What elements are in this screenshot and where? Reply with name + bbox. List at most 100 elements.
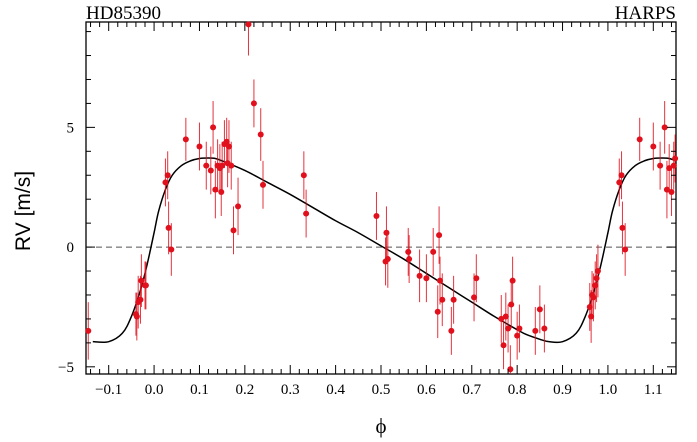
y-axis-label: RV [m/s] <box>12 171 35 251</box>
data-point <box>203 162 210 169</box>
data-point <box>133 313 140 320</box>
data-point <box>430 248 437 255</box>
data-point <box>196 143 203 150</box>
x-tick-label: 0.8 <box>508 382 527 398</box>
x-tick-label: 0.1 <box>190 382 209 398</box>
x-tick-label: 0.4 <box>326 382 345 398</box>
data-point <box>590 294 597 301</box>
data-point <box>162 179 169 186</box>
model-curve-group <box>92 157 677 344</box>
data-point <box>668 189 675 196</box>
data-point <box>448 327 455 334</box>
data-point <box>500 342 507 349</box>
data-point <box>373 212 380 219</box>
data-point <box>257 131 264 138</box>
plot-frame-group <box>85 21 677 375</box>
chart-title-right: HARPS <box>615 3 676 24</box>
data-point <box>182 136 189 143</box>
data-point <box>450 296 457 303</box>
y-tick-label: −5 <box>58 360 74 376</box>
data-point <box>142 282 149 289</box>
data-point <box>592 282 599 289</box>
data-point <box>165 224 172 231</box>
x-axis-label: ϕ <box>375 414 386 438</box>
data-point <box>210 124 217 131</box>
data-point <box>509 277 516 284</box>
data-point <box>212 186 219 193</box>
x-tick-label: 0.9 <box>553 382 572 398</box>
data-point <box>225 143 232 150</box>
data-point <box>672 155 679 162</box>
data-point <box>230 227 237 234</box>
data-point <box>228 162 235 169</box>
data-point <box>260 181 266 188</box>
y-tick-label: 0 <box>67 240 75 256</box>
data-point <box>207 167 214 174</box>
data-point <box>423 275 430 282</box>
data-point <box>383 229 390 236</box>
x-tick-label: 0.6 <box>417 382 436 398</box>
y-tick-label: 5 <box>67 120 75 136</box>
x-tick-label: 0.0 <box>145 382 164 398</box>
data-point <box>502 313 509 320</box>
data-point <box>164 172 171 179</box>
data-point <box>508 301 515 308</box>
data-point <box>670 162 677 169</box>
data-point <box>471 294 478 301</box>
chart-title-left: HD85390 <box>86 3 161 24</box>
data-point <box>384 256 391 263</box>
data-point <box>223 138 230 145</box>
data-point <box>593 275 600 282</box>
data-point <box>666 165 673 172</box>
data-point <box>498 315 505 322</box>
x-tick-label: 1.0 <box>599 382 618 398</box>
label-group: HD85390 HARPS RV [m/s] ϕ <box>12 3 676 438</box>
data-point <box>434 308 441 315</box>
data-point <box>586 303 593 310</box>
data-point <box>618 172 625 179</box>
x-tick-label: 1.1 <box>644 382 663 398</box>
data-point <box>661 124 668 131</box>
data-point <box>168 246 175 253</box>
data-point <box>514 332 521 339</box>
data-point <box>473 275 480 282</box>
data-point <box>505 325 512 332</box>
data-point <box>219 162 226 169</box>
data-point <box>507 366 514 373</box>
data-point <box>138 277 145 284</box>
x-tick-label: 0.2 <box>235 382 254 398</box>
data-point <box>650 143 657 150</box>
data-point <box>439 296 446 303</box>
data-point <box>245 21 252 28</box>
data-point <box>218 189 225 196</box>
x-tick-label: 0.3 <box>281 382 300 398</box>
error-bar-group <box>87 22 676 374</box>
data-point <box>85 327 92 334</box>
plot-frame <box>85 21 677 375</box>
data-point <box>303 210 310 217</box>
data-point <box>235 203 242 210</box>
data-point <box>405 248 412 255</box>
data-point-group <box>85 21 679 373</box>
model-curve-line <box>92 157 677 344</box>
tick-group: −0.1 0.0 0.1 0.2 0.3 0.4 0.5 0.6 0.7 0.8 0.9 1.0 1.1… <box>58 22 676 398</box>
data-point <box>636 136 643 143</box>
x-tick-label: −0.1 <box>95 382 122 398</box>
data-point <box>516 325 523 332</box>
data-point <box>541 325 548 332</box>
data-point <box>536 306 543 313</box>
data-point <box>594 268 601 275</box>
data-point <box>250 100 257 107</box>
data-point <box>657 162 664 169</box>
data-point <box>406 256 413 263</box>
data-point <box>619 224 626 231</box>
data-point <box>622 246 629 253</box>
data-point <box>137 296 144 303</box>
data-point <box>588 313 595 320</box>
x-tick-label: 0.7 <box>462 382 481 398</box>
x-tick-label: 0.5 <box>372 382 391 398</box>
data-point <box>532 327 539 334</box>
data-point <box>416 272 423 279</box>
